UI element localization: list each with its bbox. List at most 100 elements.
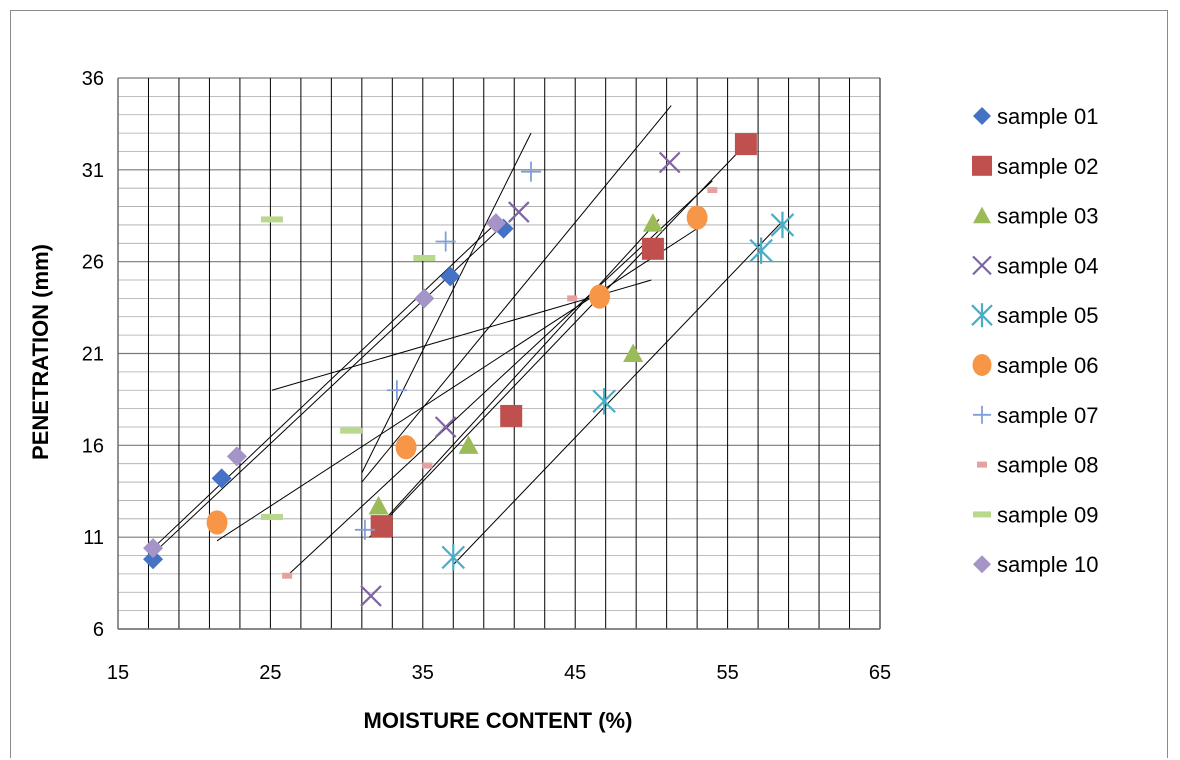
legend: sample 01 sample 02 sample 03 sample 04 samp… bbox=[971, 104, 1099, 577]
x-marker-stroke bbox=[434, 416, 457, 438]
tick-labels: 15 25 35 45 55 65 6 11 16 21 26 31 36 bbox=[82, 68, 891, 684]
legend-marker bbox=[973, 107, 991, 125]
data-point bbox=[458, 435, 479, 454]
legend-marker bbox=[972, 354, 992, 376]
y-axis-title: PENETRATION (mm) bbox=[28, 244, 53, 460]
legend-marker bbox=[973, 511, 991, 518]
data-point bbox=[623, 343, 644, 362]
legend-label: sample 02 bbox=[997, 154, 1099, 179]
x-axis-title: MOISTURE CONTENT (%) bbox=[364, 708, 633, 733]
data-point bbox=[485, 213, 506, 234]
data-point bbox=[686, 205, 708, 230]
data-point bbox=[370, 515, 393, 538]
data-point bbox=[508, 201, 530, 223]
trendline bbox=[286, 180, 713, 577]
trendline bbox=[152, 222, 497, 549]
data-point bbox=[282, 572, 293, 579]
legend-marker bbox=[977, 461, 987, 468]
legend-label: sample 10 bbox=[997, 552, 1099, 577]
data-point bbox=[226, 446, 247, 467]
data-point bbox=[658, 151, 681, 174]
data-point bbox=[368, 495, 389, 515]
data-point bbox=[386, 380, 407, 401]
legend-marker bbox=[971, 303, 993, 328]
trendline bbox=[361, 105, 672, 483]
legend-label: sample 06 bbox=[997, 353, 1099, 378]
trendlines bbox=[152, 105, 783, 577]
legend-label: sample 07 bbox=[997, 403, 1099, 428]
grid bbox=[117, 77, 881, 630]
data-point bbox=[734, 133, 757, 156]
legend-label: sample 01 bbox=[997, 104, 1099, 129]
data-point bbox=[500, 404, 523, 427]
data-point bbox=[413, 254, 436, 261]
legend-marker bbox=[972, 255, 992, 276]
y-tick-label: 21 bbox=[82, 344, 104, 366]
y-tick-label: 36 bbox=[82, 68, 104, 90]
chart-frame bbox=[10, 10, 1168, 758]
data-point bbox=[422, 462, 433, 469]
legend-marker bbox=[972, 155, 992, 176]
data-point bbox=[211, 468, 232, 489]
trendline bbox=[216, 228, 698, 542]
y-tick-label: 6 bbox=[93, 619, 104, 641]
trendline bbox=[271, 279, 652, 391]
y-tick-label: 11 bbox=[83, 527, 104, 549]
data-point bbox=[434, 416, 457, 438]
x-marker-stroke bbox=[508, 201, 530, 223]
x-tick-label: 15 bbox=[107, 662, 129, 684]
data-point bbox=[642, 213, 663, 232]
data-point bbox=[441, 544, 466, 571]
y-tick-label: 26 bbox=[82, 252, 104, 274]
trendline bbox=[452, 220, 783, 566]
data-point bbox=[340, 427, 363, 434]
legend-item: sample 07 bbox=[973, 403, 1099, 428]
legend-marker bbox=[973, 555, 991, 574]
x-tick-label: 45 bbox=[564, 662, 586, 684]
legend-marker bbox=[973, 206, 991, 224]
legend-label: sample 05 bbox=[997, 303, 1099, 328]
x-tick-label: 65 bbox=[869, 662, 891, 684]
data-point bbox=[360, 585, 382, 607]
data-point bbox=[641, 237, 664, 260]
legend-label: sample 08 bbox=[997, 453, 1099, 478]
x-tick-label: 25 bbox=[259, 662, 281, 684]
y-tick-label: 16 bbox=[82, 435, 104, 457]
data-point bbox=[567, 295, 578, 302]
data-point bbox=[260, 216, 283, 223]
y-tick-label: 31 bbox=[82, 160, 104, 182]
data-point bbox=[414, 288, 435, 309]
data-point bbox=[521, 161, 542, 182]
x-tick-label: 35 bbox=[412, 662, 434, 684]
trendline bbox=[369, 143, 747, 538]
data-point bbox=[592, 388, 616, 415]
data-point bbox=[206, 510, 228, 535]
data-point bbox=[707, 187, 718, 194]
legend-item: sample 05 bbox=[971, 303, 1099, 328]
data-point bbox=[260, 513, 283, 520]
data-point bbox=[770, 211, 795, 239]
data-point bbox=[749, 237, 773, 264]
trendline bbox=[376, 219, 660, 529]
legend-item: sample 04 bbox=[972, 253, 1099, 278]
trendline bbox=[361, 132, 532, 474]
legend-label: sample 04 bbox=[997, 253, 1099, 278]
legend-item: sample 02 bbox=[972, 154, 1099, 179]
data-point bbox=[395, 435, 417, 460]
legend-item: sample 09 bbox=[973, 502, 1099, 527]
data-point bbox=[143, 538, 164, 559]
legend-item: sample 03 bbox=[973, 204, 1099, 229]
data-point bbox=[354, 519, 375, 540]
x-tick-label: 55 bbox=[716, 662, 738, 684]
data-point bbox=[589, 284, 611, 309]
x-marker-stroke bbox=[972, 255, 992, 276]
data-points bbox=[143, 133, 795, 607]
data-point bbox=[435, 231, 456, 252]
legend-item: sample 06 bbox=[972, 353, 1099, 378]
data-point bbox=[440, 266, 461, 287]
legend-marker bbox=[973, 405, 991, 424]
x-marker-stroke bbox=[658, 151, 681, 174]
legend-item: sample 10 bbox=[973, 552, 1099, 577]
legend-item: sample 08 bbox=[977, 453, 1099, 478]
